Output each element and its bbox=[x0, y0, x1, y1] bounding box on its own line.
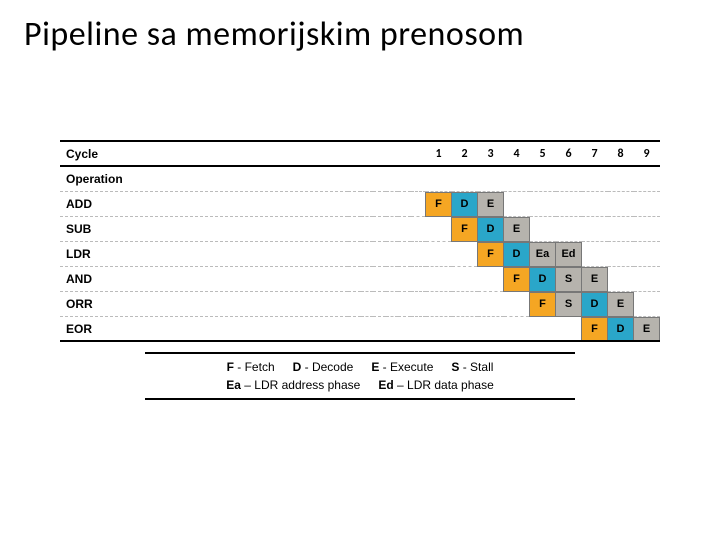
cycle-number: 1 bbox=[426, 142, 452, 166]
cycle-number: 4 bbox=[504, 142, 530, 166]
cycle-number: 9 bbox=[634, 142, 660, 166]
pipeline-chart: Cycle123456789OperationADD FDESUB FDELDR… bbox=[60, 140, 660, 400]
stage-cell: D bbox=[608, 317, 634, 341]
stage-cell: Ed bbox=[556, 242, 582, 266]
legend-item: Ea – LDR address phase bbox=[226, 376, 360, 394]
stage-cell: S bbox=[556, 267, 582, 291]
legend-item: D - Decode bbox=[293, 358, 354, 376]
operation-row-label: ORR bbox=[60, 292, 348, 316]
cycle-number: 8 bbox=[608, 142, 634, 166]
stage-cell: D bbox=[504, 242, 530, 266]
pipeline-table: Cycle123456789OperationADD FDESUB FDELDR… bbox=[60, 140, 660, 342]
cycle-number: 5 bbox=[530, 142, 556, 166]
stage-cell: E bbox=[582, 267, 608, 291]
cycle-number: 3 bbox=[478, 142, 504, 166]
legend-item: Ed – LDR data phase bbox=[378, 376, 493, 394]
stage-cell: F bbox=[582, 317, 608, 341]
stage-cell: E bbox=[608, 292, 634, 316]
stage-cell: F bbox=[426, 192, 452, 216]
legend-item: E - Execute bbox=[371, 358, 433, 376]
stage-cell: S bbox=[556, 292, 582, 316]
stage-cell: F bbox=[452, 217, 478, 241]
stage-cell: D bbox=[530, 267, 556, 291]
stage-cell: D bbox=[478, 217, 504, 241]
stage-cell: E bbox=[634, 317, 660, 341]
legend-item: F - Fetch bbox=[227, 358, 275, 376]
stage-cell: Ea bbox=[530, 242, 556, 266]
legend: F - FetchD - DecodeE - ExecuteS - StallE… bbox=[145, 352, 575, 400]
operation-label: Operation bbox=[60, 167, 348, 191]
cycle-number: 7 bbox=[582, 142, 608, 166]
stage-cell: E bbox=[478, 192, 504, 216]
cycle-number: 6 bbox=[556, 142, 582, 166]
page-title: Pipeline sa memorijskim prenosom bbox=[0, 0, 720, 55]
operation-row-label: AND bbox=[60, 267, 348, 291]
operation-row-label: SUB bbox=[60, 217, 348, 241]
operation-row-label: LDR bbox=[60, 242, 348, 266]
legend-item: S - Stall bbox=[451, 358, 493, 376]
cycle-number: 2 bbox=[452, 142, 478, 166]
stage-cell: E bbox=[504, 217, 530, 241]
cycle-label: Cycle bbox=[60, 142, 348, 166]
operation-row-label: EOR bbox=[60, 317, 348, 341]
stage-cell: F bbox=[530, 292, 556, 316]
stage-cell: D bbox=[582, 292, 608, 316]
stage-cell: F bbox=[478, 242, 504, 266]
stage-cell: F bbox=[504, 267, 530, 291]
operation-row-label: ADD bbox=[60, 192, 348, 216]
stage-cell: D bbox=[452, 192, 478, 216]
